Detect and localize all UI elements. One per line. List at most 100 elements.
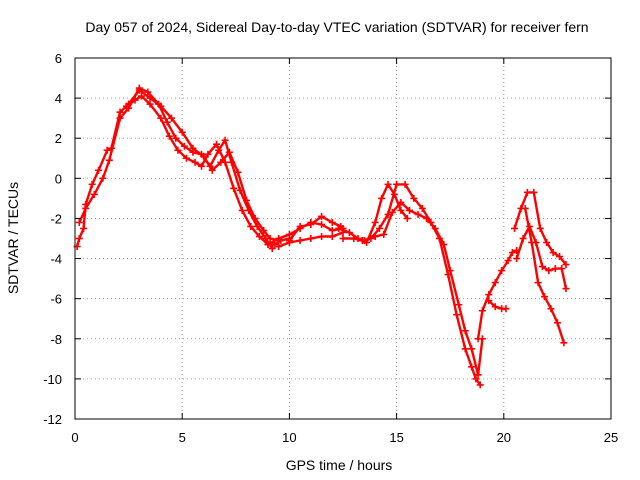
data-point-marker	[255, 232, 263, 240]
data-point-marker	[543, 239, 551, 247]
data-point-marker	[163, 118, 171, 126]
x-tick-label: 5	[179, 430, 186, 445]
data-point-marker	[137, 92, 145, 100]
data-point-marker	[440, 241, 448, 249]
data-point-marker	[384, 180, 392, 188]
data-point-marker	[243, 196, 251, 204]
data-point-marker	[189, 144, 197, 152]
data-point-marker	[178, 128, 186, 136]
axis-ticks	[74, 57, 612, 420]
data-point-marker	[504, 257, 512, 265]
data-point-marker	[285, 230, 293, 238]
data-point-marker	[247, 222, 255, 230]
y-tick-labels: -12 -10 -8 -6 -4 -2 0 2 4 6	[43, 51, 62, 427]
data-point-marker	[260, 226, 268, 234]
data-point-marker	[230, 184, 238, 192]
data-point-marker	[378, 194, 386, 202]
data-point-marker	[468, 345, 476, 353]
data-point-marker	[513, 255, 521, 263]
data-point-marker	[474, 371, 482, 379]
data-point-marker	[538, 263, 546, 271]
data-point-marker	[135, 86, 143, 94]
data-point-marker	[208, 166, 216, 174]
x-tick-label: 20	[497, 430, 511, 445]
y-axis-label: SDTVAR / TECUs	[5, 182, 21, 294]
data-series	[73, 84, 570, 389]
data-point-marker	[491, 303, 499, 311]
data-point-marker	[558, 265, 566, 273]
data-point-marker	[541, 293, 549, 301]
x-tick-label: 0	[71, 430, 78, 445]
data-point-marker	[534, 279, 542, 287]
data-point-marker	[523, 188, 531, 196]
data-point-marker	[476, 381, 484, 389]
data-point-marker	[472, 375, 480, 383]
data-point-marker	[307, 235, 315, 242]
data-point-marker	[423, 214, 431, 222]
data-point-marker	[418, 204, 426, 212]
data-point-marker	[485, 297, 493, 305]
y-tick-label: -10	[43, 372, 62, 387]
x-tick-label: 25	[604, 430, 618, 445]
y-tick-label: -2	[50, 211, 62, 226]
data-point-marker	[485, 291, 493, 299]
data-point-marker	[213, 140, 221, 148]
plot-frame	[74, 57, 612, 420]
data-point-marker	[474, 335, 482, 343]
data-point-marker	[116, 114, 124, 122]
data-point-marker	[536, 224, 544, 232]
data-point-marker	[318, 232, 326, 240]
data-point-marker	[264, 241, 272, 249]
data-point-marker	[172, 134, 180, 142]
data-point-marker	[75, 235, 83, 242]
y-tick-label: 4	[55, 91, 62, 106]
data-point-marker	[502, 305, 510, 313]
data-point-marker	[393, 180, 401, 188]
data-point-marker	[491, 279, 499, 287]
data-point-marker	[498, 267, 506, 275]
data-point-marker	[157, 114, 165, 122]
data-point-marker	[318, 220, 326, 228]
data-point-marker	[221, 136, 229, 144]
data-point-marker	[401, 180, 409, 188]
data-point-marker	[405, 206, 413, 214]
data-point-marker	[403, 214, 411, 222]
series-m-line	[515, 225, 568, 290]
x-axis-label: GPS time / hours	[286, 457, 393, 473]
grid	[75, 58, 611, 419]
data-point-marker	[461, 345, 469, 353]
data-point-marker	[371, 232, 379, 240]
data-point-marker	[144, 88, 152, 96]
data-point-marker	[350, 235, 358, 242]
data-point-marker	[251, 214, 259, 222]
y-tick-label: 2	[55, 131, 62, 146]
data-point-marker	[521, 204, 529, 212]
data-point-marker	[167, 114, 175, 122]
data-point-marker	[556, 253, 564, 261]
data-point-marker	[545, 267, 553, 275]
data-point-marker	[88, 180, 96, 188]
data-point-marker	[95, 166, 103, 174]
data-point-marker	[549, 249, 557, 257]
data-point-marker	[468, 363, 476, 371]
y-tick-label: -8	[50, 332, 62, 347]
data-point-marker	[105, 156, 113, 164]
data-point-marker	[80, 224, 88, 232]
y-tick-label: -4	[50, 252, 62, 267]
data-point-marker	[397, 198, 405, 206]
data-point-marker	[116, 108, 124, 116]
data-point-marker	[275, 235, 283, 242]
data-point-marker	[530, 188, 538, 196]
y-tick-label: -6	[50, 292, 62, 307]
data-point-marker	[388, 208, 396, 216]
data-point-marker	[200, 152, 208, 160]
data-point-marker	[410, 194, 418, 202]
data-point-marker	[414, 210, 422, 218]
data-point-marker	[453, 311, 461, 319]
data-point-marker	[560, 339, 568, 347]
series-i-line	[363, 201, 484, 377]
data-point-marker	[553, 319, 561, 327]
data-point-marker	[431, 224, 439, 232]
data-point-marker	[360, 237, 368, 245]
data-point-marker	[446, 267, 454, 275]
